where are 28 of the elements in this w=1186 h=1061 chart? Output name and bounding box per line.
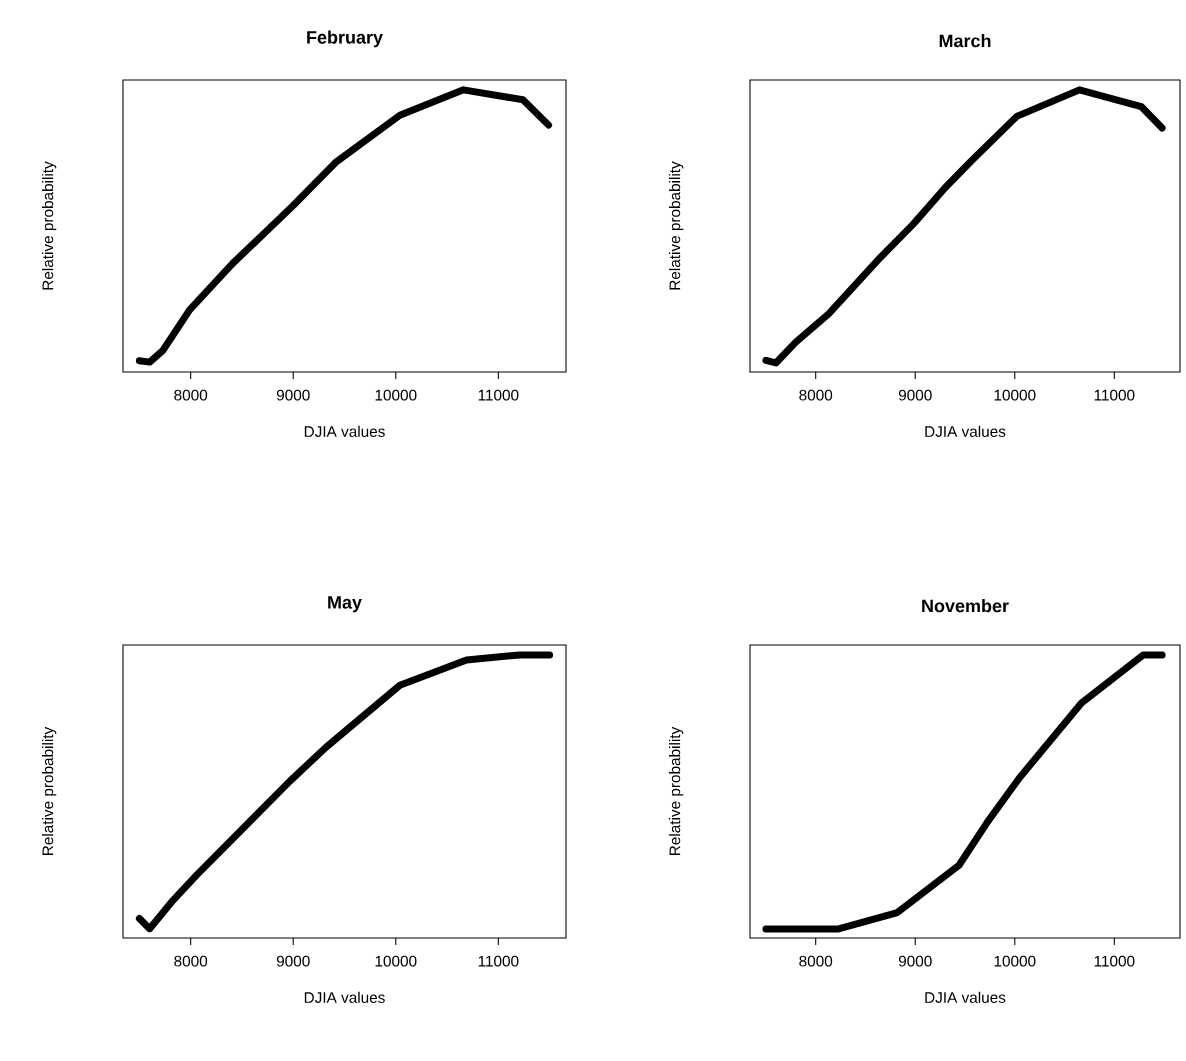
x-tick-label: 11000 <box>1094 389 1135 401</box>
x-tick-label: 8000 <box>174 955 208 967</box>
x-tick-label: 8000 <box>799 389 833 401</box>
x-tick-label: 9000 <box>276 389 310 401</box>
x-tick-label: 10000 <box>994 389 1036 401</box>
x-tick-label: 9000 <box>276 955 310 967</box>
y-axis-title: Relative probability <box>669 161 684 290</box>
x-axis-title: DJIA values <box>925 425 1006 437</box>
x-tick-label: 10000 <box>994 955 1036 967</box>
x-tick-label: 9000 <box>898 955 932 967</box>
y-axis-title: Relative probability <box>42 726 57 856</box>
x-tick-label: 9000 <box>898 389 932 401</box>
x-tick-label: 10000 <box>375 389 417 401</box>
chart-title: May <box>328 596 362 613</box>
x-axis-title: DJIA values <box>304 425 385 437</box>
x-tick-label: 11000 <box>478 389 519 401</box>
chart-title: March <box>939 34 991 48</box>
chart-title: November <box>922 599 1009 613</box>
x-tick-label: 10000 <box>375 955 417 967</box>
chart-title: February <box>307 30 383 48</box>
x-tick-label: 11000 <box>478 955 519 967</box>
x-axis-title: DJIA values <box>304 991 385 1003</box>
y-axis-title: Relative probability <box>669 726 684 856</box>
y-axis-title: Relative probability <box>42 161 57 290</box>
x-tick-label: 8000 <box>799 955 833 967</box>
x-tick-label: 11000 <box>1094 955 1135 967</box>
x-axis-title: DJIA values <box>925 991 1006 1003</box>
x-tick-label: 8000 <box>174 389 208 401</box>
